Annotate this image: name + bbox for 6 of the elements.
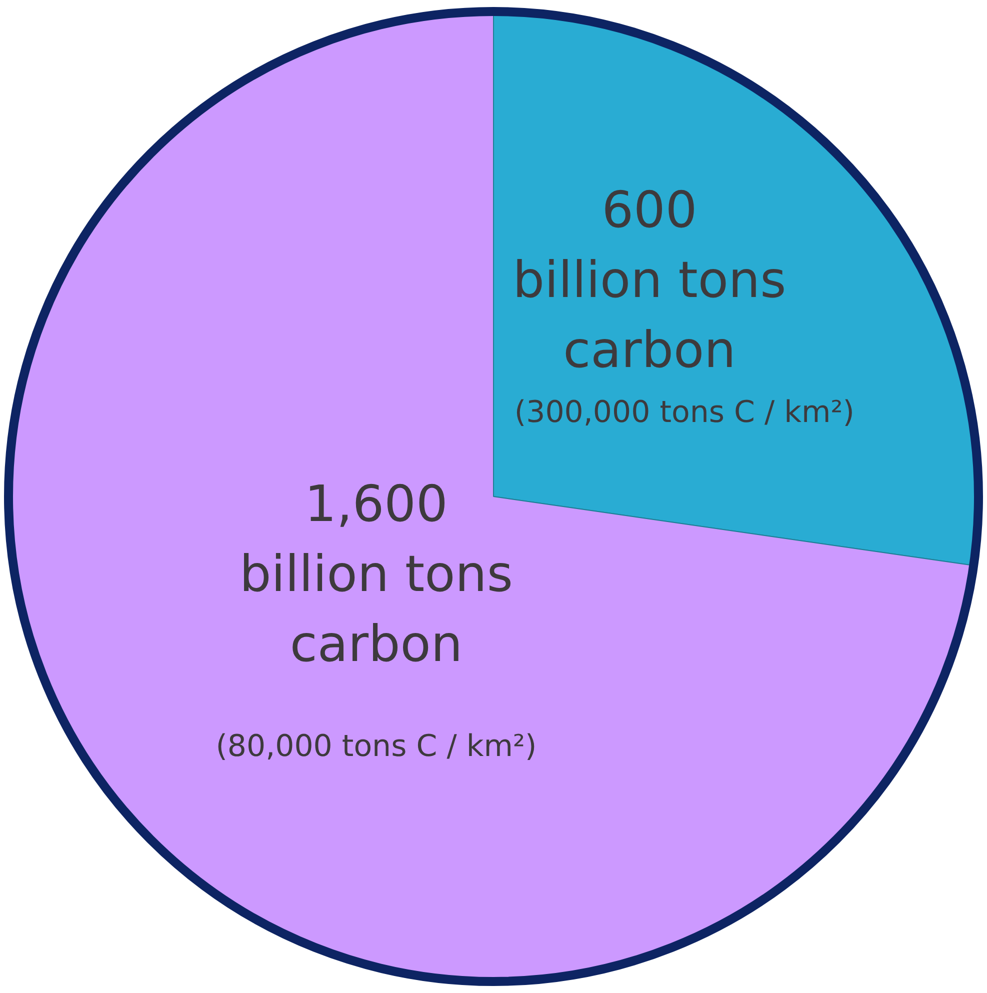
text: billion tons carbon [239,545,513,674]
text: (80,000 tons C / km²) [216,728,537,764]
data-label: 1,600 [304,475,448,534]
text: (300,000 tons C / km²) [514,394,854,430]
data-label: 600 [602,181,698,240]
text: billion tons carbon [512,251,786,380]
